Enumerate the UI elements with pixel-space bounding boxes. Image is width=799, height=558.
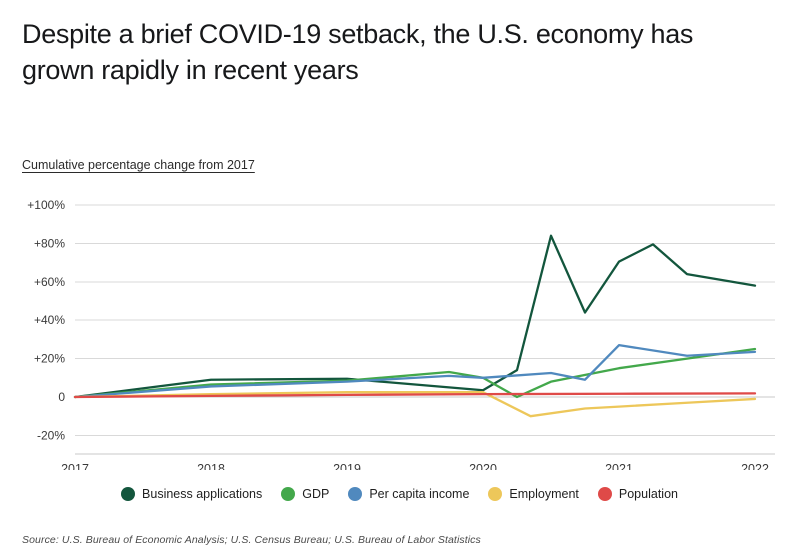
chart-plot-area: +100% +80% +60% +40% +20% 0 -20% 2017 2018 2019 20… (0, 180, 799, 470)
source-note: Source: U.S. Bureau of Economic Analysis… (22, 534, 481, 546)
legend-item[interactable]: Employment (488, 487, 579, 501)
line-chart: +100% +80% +60% +40% +20% 0 -20% 2017 2018 2019 20… (27, 198, 775, 470)
series-line-business-applications (73, 234, 757, 399)
y-axis-tick-label: +80% (34, 236, 65, 250)
legend-item-label: Employment (509, 487, 579, 501)
y-axis-tick-label: +40% (34, 313, 65, 327)
legend-item[interactable]: Business applications (121, 487, 262, 501)
page-title: Despite a brief COVID-19 setback, the U.… (22, 19, 694, 85)
y-axis-tick-label: +100% (27, 198, 65, 212)
series-line-population (73, 392, 757, 399)
x-axis-tick-label: 2018 (197, 462, 225, 470)
series-line-gdp (73, 347, 757, 399)
y-axis-tick-label: -20% (37, 428, 65, 442)
legend-dot-icon (281, 487, 296, 501)
x-axis-tick-label: 2019 (333, 462, 361, 470)
axis-note: Cumulative percentage change from 2017 (22, 158, 255, 172)
legend-item[interactable]: Population (597, 487, 678, 501)
x-axis-tick-label: 2017 (61, 462, 89, 470)
x-axis-tick-label: 2020 (469, 462, 497, 470)
legend-item-label: GDP (302, 487, 330, 501)
legend-dot-icon (488, 487, 503, 501)
legend-item[interactable]: GDP (281, 487, 329, 501)
legend-item[interactable]: Per capita income (348, 487, 469, 501)
legend-item-label: Per capita income (369, 487, 470, 501)
legend-dot-icon (597, 487, 612, 501)
legend-item-label: Population (618, 487, 678, 501)
legend-dot-icon (121, 487, 136, 501)
y-axis-tick-label: +20% (34, 352, 65, 366)
y-axis-tick-label: 0 (58, 390, 65, 404)
y-axis-tick-label: +60% (34, 275, 65, 289)
series-line-employment (73, 391, 757, 418)
x-axis-tick-label: 2022 (741, 462, 769, 470)
legend-item-label: Business applications (142, 487, 263, 501)
chart-legend: Business applications GDP Per capita incom… (0, 487, 799, 501)
x-axis-tick-label: 2021 (605, 462, 633, 470)
series-line-per-capita-income (73, 344, 757, 399)
legend-dot-icon (348, 487, 363, 501)
